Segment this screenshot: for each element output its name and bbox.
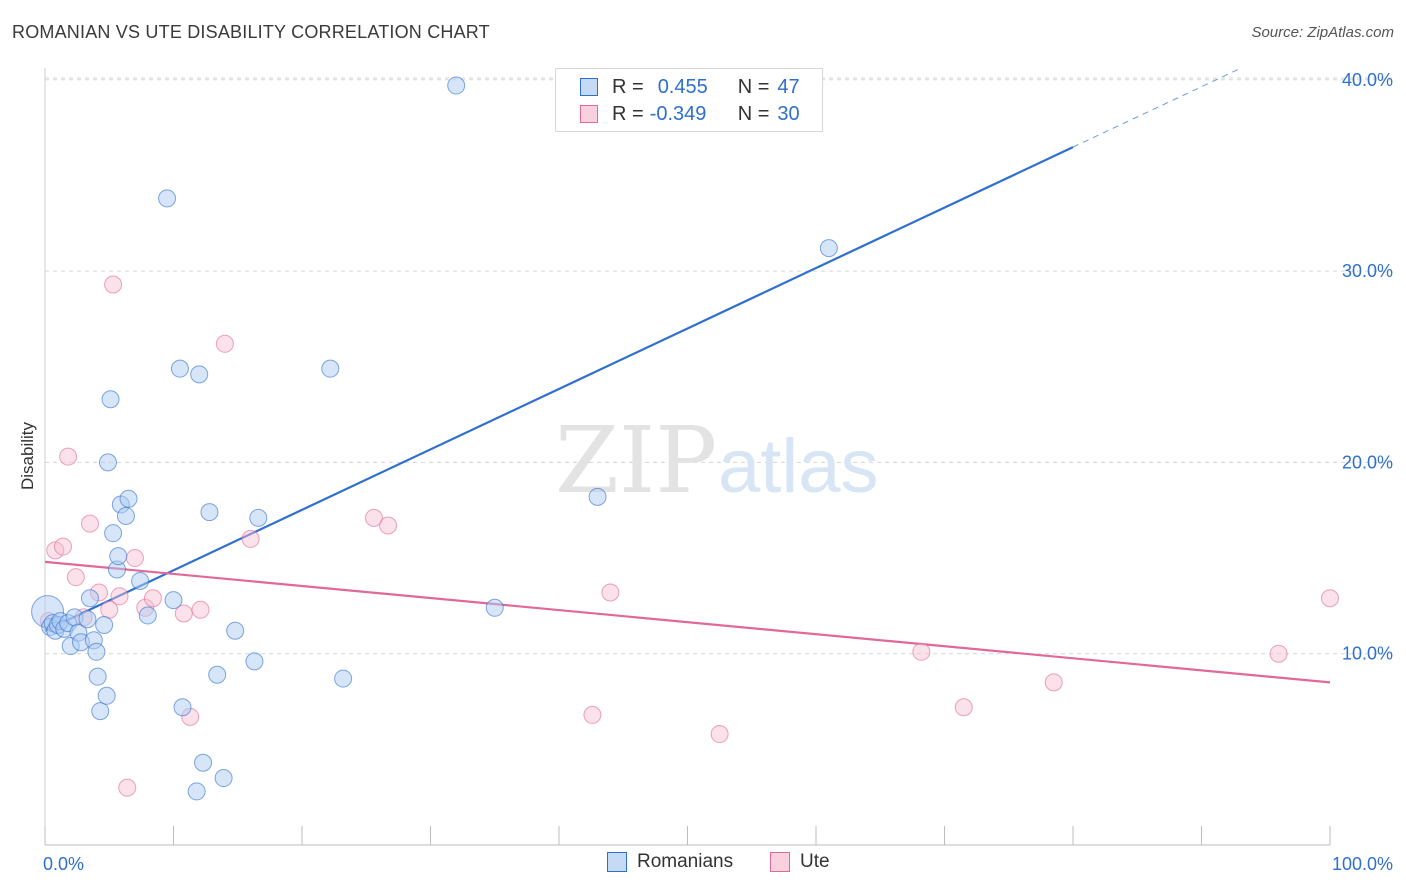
romanians-point [485,598,504,617]
ute-point [954,698,973,717]
stats-legend: R = 0.455 N = 47 R = -0.349 N = 30 [555,68,823,132]
ute-point [601,583,620,602]
romanians-point [588,487,607,506]
romanians-point [447,76,466,95]
ute-point [1044,673,1063,692]
romanians-point [208,665,227,684]
legend-ute-swatch [770,852,790,872]
romanians-point [131,572,150,591]
romanians-point [173,698,192,717]
romanians-point [119,489,138,508]
romanians-point [88,667,107,686]
romanians-point [194,753,213,772]
romanians-point [226,621,245,640]
legend-item-romanians: Romanians [607,851,733,873]
ute-n-label: N = [737,102,770,125]
romanians-point [101,390,120,409]
romanians-point [321,359,340,378]
romanians-point [187,782,206,801]
romanians-n-value: 47 [777,75,800,98]
romanians-point [200,503,219,522]
romanians-point [245,652,264,671]
ute-point [125,549,144,568]
ute-point [104,275,123,294]
romanians-trendline [44,146,1074,632]
y-tick-label: 20.0% [1342,452,1393,472]
romanians-point [98,453,117,472]
romanians-point [158,189,177,208]
ute-point [191,600,210,619]
romanians-swatch [580,78,598,96]
legend-row-romanians: R = 0.455 N = 47 [580,75,800,99]
romanians-point [190,365,209,384]
romanians-point [138,606,157,625]
ute-n-value: 30 [777,102,800,125]
legend-item-ute: Ute [770,851,830,873]
romanians-point [87,642,106,661]
legend-romanians-label: Romanians [637,851,734,872]
ute-point [583,705,602,724]
legend-romanians-swatch [607,852,627,872]
ute-point [110,587,129,606]
romanians-point [170,359,189,378]
watermark-atlas: atlas [718,424,879,509]
ute-r-label: R = [612,102,644,125]
ute-point [118,778,137,797]
x-tick-label: 100.0% [1332,854,1393,874]
y-tick-label: 40.0% [1342,70,1393,90]
romanians-r-label: R = [612,75,644,98]
ute-point [80,514,99,533]
ute-swatch [580,105,598,123]
watermark: ZIP atlas [555,407,879,514]
legend-ute-label: Ute [800,851,830,872]
romanians-point [164,591,183,610]
romanians-point [78,610,97,629]
romanians-point [214,769,233,788]
romanians-point [109,547,128,566]
romanians-point [95,616,114,635]
romanians-point [334,669,353,688]
ute-point [1321,589,1339,608]
ute-point [66,568,85,587]
romanians-trendline-extension [1072,68,1241,148]
chart-title: ROMANIAN VS UTE DISABILITY CORRELATION C… [12,22,490,42]
ute-point [59,447,78,466]
romanians-point [819,239,838,258]
ute-point [1269,644,1288,663]
ute-r-value: -0.349 [649,102,707,125]
gridlines [45,77,1392,655]
tick-labels: 10.0% 20.0% 30.0% 40.0% 0.0% 100.0% [43,70,1393,874]
romanians-r-value: 0.455 [657,75,708,98]
ute-point [143,589,162,608]
ute-point [710,725,729,744]
axes [44,68,1331,846]
romanians-point [91,702,110,721]
romanians-point [104,524,123,543]
data-points [31,76,1339,801]
ute-point [53,537,72,556]
ute-point [215,334,234,353]
y-tick-label: 10.0% [1342,644,1393,664]
ute-point [912,642,931,661]
ute-trendline [44,560,1331,684]
trendlines [44,68,1331,684]
legend-row-ute: R = -0.349 N = 30 [580,102,800,126]
y-axis-label: Disability [18,421,37,491]
romanians-point [97,686,116,705]
ute-point [364,508,383,527]
romanians-point [116,506,135,525]
ute-point [379,516,398,535]
ute-point [241,529,260,548]
romanians-n-label: N = [737,75,770,98]
ute-point [174,604,193,623]
source-label: Source: ZipAtlas.com [1251,24,1394,41]
y-tick-label: 30.0% [1342,261,1393,281]
watermark-zip: ZIP [555,407,717,514]
x-tick-label: 0.0% [43,854,84,874]
romanians-point [249,508,268,527]
romanians-point [80,589,99,608]
